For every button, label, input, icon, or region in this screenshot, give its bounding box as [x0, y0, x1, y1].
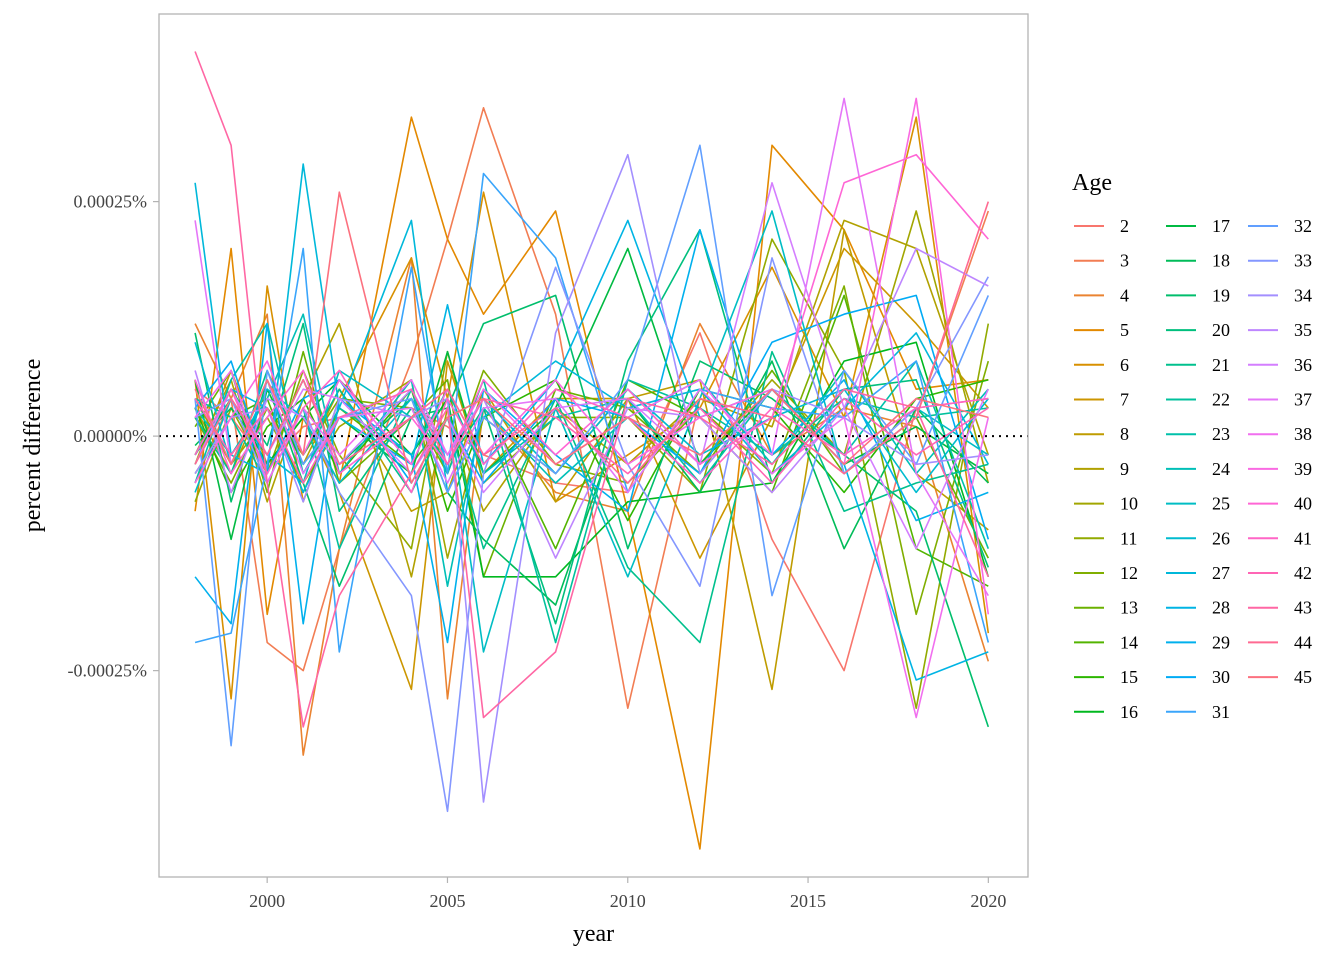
y-tick-label: 0.00000%	[74, 426, 148, 446]
legend-label-age-8: 8	[1120, 424, 1129, 444]
plot-panel-border	[158, 13, 1029, 878]
legend-label-age-42: 42	[1294, 563, 1312, 583]
legend-label-age-25: 25	[1212, 494, 1230, 514]
legend-label-age-32: 32	[1294, 216, 1312, 236]
legend-label-age-7: 7	[1120, 390, 1129, 410]
series-line-age-45	[194, 191, 989, 484]
legend-label-age-23: 23	[1212, 424, 1230, 444]
legend-label-age-2: 2	[1120, 216, 1129, 236]
legend-label-age-6: 6	[1120, 355, 1129, 375]
legend-label-age-14: 14	[1120, 632, 1138, 652]
legend-label-age-45: 45	[1294, 667, 1312, 687]
legend-label-age-22: 22	[1212, 390, 1230, 410]
legend-label-age-39: 39	[1294, 459, 1312, 479]
legend-label-age-37: 37	[1294, 390, 1312, 410]
legend-label-age-3: 3	[1120, 251, 1129, 271]
series-line-age-39	[194, 97, 990, 615]
x-tick-label: 2000	[249, 891, 285, 911]
legend-label-age-31: 31	[1212, 702, 1230, 722]
series-line-age-43	[194, 51, 990, 728]
legend-label-age-35: 35	[1294, 320, 1312, 340]
series-line-age-38	[194, 369, 990, 719]
legend-label-age-40: 40	[1294, 494, 1312, 514]
x-axis-title: year	[573, 921, 614, 947]
series-line-age-37	[194, 97, 989, 597]
legend-label-age-16: 16	[1120, 702, 1138, 722]
legend-label-age-28: 28	[1212, 598, 1230, 618]
legend-label-age-24: 24	[1212, 459, 1230, 479]
series-line-age-33	[194, 257, 990, 813]
legend-title: Age	[1072, 170, 1112, 196]
x-axis: 2000 2005 2010 2015 2020	[249, 877, 1006, 911]
y-axis: 0.00025% 0.00000% -0.00025%	[68, 192, 159, 681]
legend-label-age-26: 26	[1212, 528, 1230, 548]
y-axis-title: percent difference	[20, 359, 46, 532]
legend-label-age-12: 12	[1120, 563, 1138, 583]
y-tick-label: 0.00025%	[74, 192, 148, 212]
x-tick-label: 2010	[610, 891, 646, 911]
series-lines	[194, 51, 990, 850]
legend-label-age-10: 10	[1120, 494, 1138, 514]
legend-label-age-30: 30	[1212, 667, 1230, 687]
legend-label-age-27: 27	[1212, 563, 1230, 583]
y-tick-label: -0.00025%	[68, 661, 148, 681]
series-line-age-34	[194, 153, 989, 803]
legend-label-age-21: 21	[1212, 355, 1230, 375]
legend-label-age-9: 9	[1120, 459, 1129, 479]
legend-label-age-36: 36	[1294, 355, 1312, 375]
legend-label-age-43: 43	[1294, 598, 1312, 618]
x-tick-label: 2020	[970, 891, 1006, 911]
legend-label-age-18: 18	[1212, 251, 1230, 271]
legend-label-age-11: 11	[1120, 528, 1137, 548]
series-line-age-44	[194, 201, 990, 484]
legend-label-age-38: 38	[1294, 424, 1312, 444]
legend-label-age-20: 20	[1212, 320, 1230, 340]
legend-label-age-34: 34	[1294, 285, 1312, 305]
series-line-age-25	[194, 210, 989, 653]
legend-label-age-5: 5	[1120, 320, 1129, 340]
series-line-age-6	[194, 116, 990, 700]
series-line-age-9	[194, 219, 990, 578]
series-line-age-30	[194, 294, 990, 540]
legend-label-age-4: 4	[1120, 285, 1129, 305]
legend-label-age-13: 13	[1120, 598, 1138, 618]
legend: Age 234567891011121314151617181920212223…	[1072, 170, 1312, 722]
legend-label-age-15: 15	[1120, 667, 1138, 687]
series-line-age-5	[194, 116, 989, 850]
x-tick-label: 2005	[429, 891, 465, 911]
series-line-age-40	[194, 153, 989, 475]
legend-label-age-44: 44	[1294, 632, 1312, 652]
legend-label-age-29: 29	[1212, 632, 1230, 652]
legend-label-age-41: 41	[1294, 528, 1312, 548]
legend-label-age-17: 17	[1212, 216, 1230, 236]
legend-label-age-33: 33	[1294, 251, 1312, 271]
legend-label-age-19: 19	[1212, 285, 1230, 305]
x-tick-label: 2015	[790, 891, 826, 911]
